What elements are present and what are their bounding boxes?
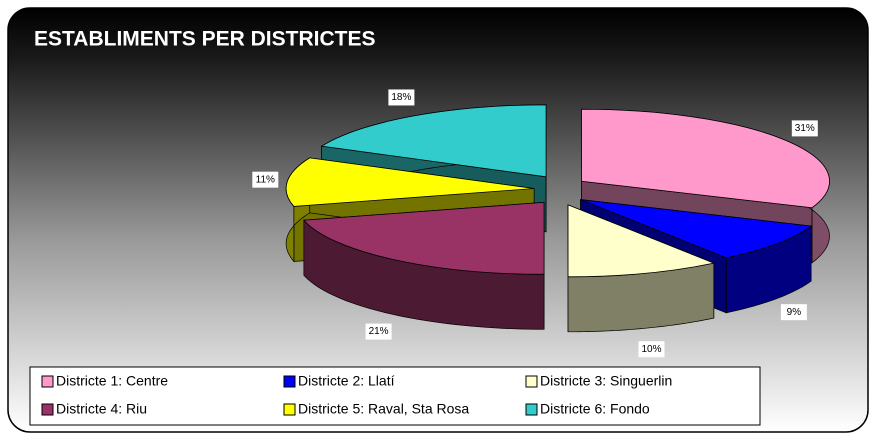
data-label-bg	[365, 323, 392, 340]
data-label-bg	[252, 171, 279, 188]
data-label-bg	[638, 341, 665, 358]
legend-swatch	[283, 375, 296, 388]
legend-label: Districte 1: Centre	[56, 373, 168, 389]
data-label-bg	[388, 89, 415, 106]
data-label: 18%	[391, 92, 411, 103]
chart-title: ESTABLIMENTS PER DISTRICTES	[34, 28, 375, 51]
slice	[581, 108, 830, 209]
legend-swatch	[41, 403, 54, 416]
data-label: 10%	[641, 344, 661, 355]
data-label: 9%	[787, 307, 802, 318]
legend-box	[29, 366, 761, 426]
data-label-bg	[791, 120, 818, 137]
legend-swatch	[41, 375, 54, 388]
legend-label: Districte 5: Raval, Sta Rosa	[298, 401, 469, 417]
data-label: 11%	[256, 174, 275, 185]
slice	[580, 199, 813, 259]
legend-label: Districte 4: Riu	[56, 401, 147, 417]
slice	[303, 201, 545, 275]
legend-swatch	[525, 375, 538, 388]
legend-swatch	[525, 403, 538, 416]
legend-label: Districte 6: Fondo	[540, 401, 650, 417]
legend-label: Districte 2: Llatí	[298, 373, 395, 389]
legend-label: Districte 3: Singuerlin	[540, 373, 672, 389]
slice	[567, 204, 716, 278]
data-label: 21%	[369, 326, 389, 337]
data-label-bg	[780, 304, 807, 321]
slice	[285, 157, 535, 207]
data-label: 31%	[795, 123, 815, 134]
legend-swatch	[283, 403, 296, 416]
slice	[320, 104, 547, 178]
